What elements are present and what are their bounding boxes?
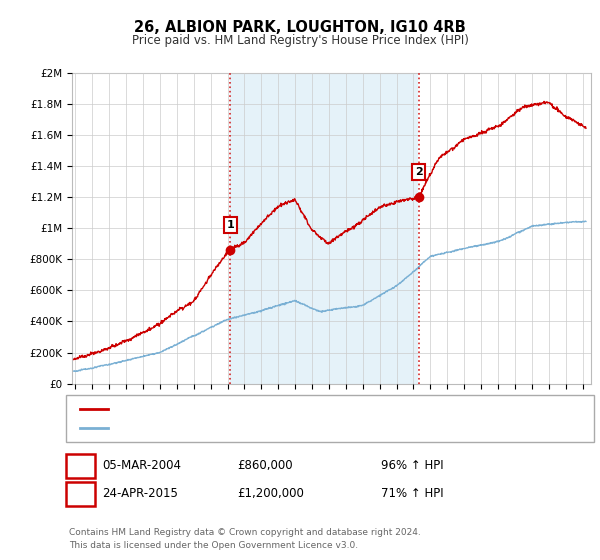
- Text: 2: 2: [415, 167, 422, 177]
- Text: 1: 1: [76, 459, 85, 473]
- Text: 1: 1: [227, 220, 234, 230]
- Text: Contains HM Land Registry data © Crown copyright and database right 2024.
This d: Contains HM Land Registry data © Crown c…: [69, 528, 421, 550]
- Text: £1,200,000: £1,200,000: [237, 487, 304, 501]
- Text: HPI: Average price, detached house, Epping Forest: HPI: Average price, detached house, Eppi…: [114, 423, 378, 433]
- Text: 05-MAR-2004: 05-MAR-2004: [102, 459, 181, 473]
- Text: 26, ALBION PARK, LOUGHTON, IG10 4RB: 26, ALBION PARK, LOUGHTON, IG10 4RB: [134, 20, 466, 35]
- Text: Price paid vs. HM Land Registry's House Price Index (HPI): Price paid vs. HM Land Registry's House …: [131, 34, 469, 46]
- Text: 71% ↑ HPI: 71% ↑ HPI: [381, 487, 443, 501]
- Text: £860,000: £860,000: [237, 459, 293, 473]
- Text: 2: 2: [76, 487, 85, 501]
- Text: 96% ↑ HPI: 96% ↑ HPI: [381, 459, 443, 473]
- Text: 26, ALBION PARK, LOUGHTON, IG10 4RB (detached house): 26, ALBION PARK, LOUGHTON, IG10 4RB (det…: [114, 404, 419, 414]
- Text: 24-APR-2015: 24-APR-2015: [102, 487, 178, 501]
